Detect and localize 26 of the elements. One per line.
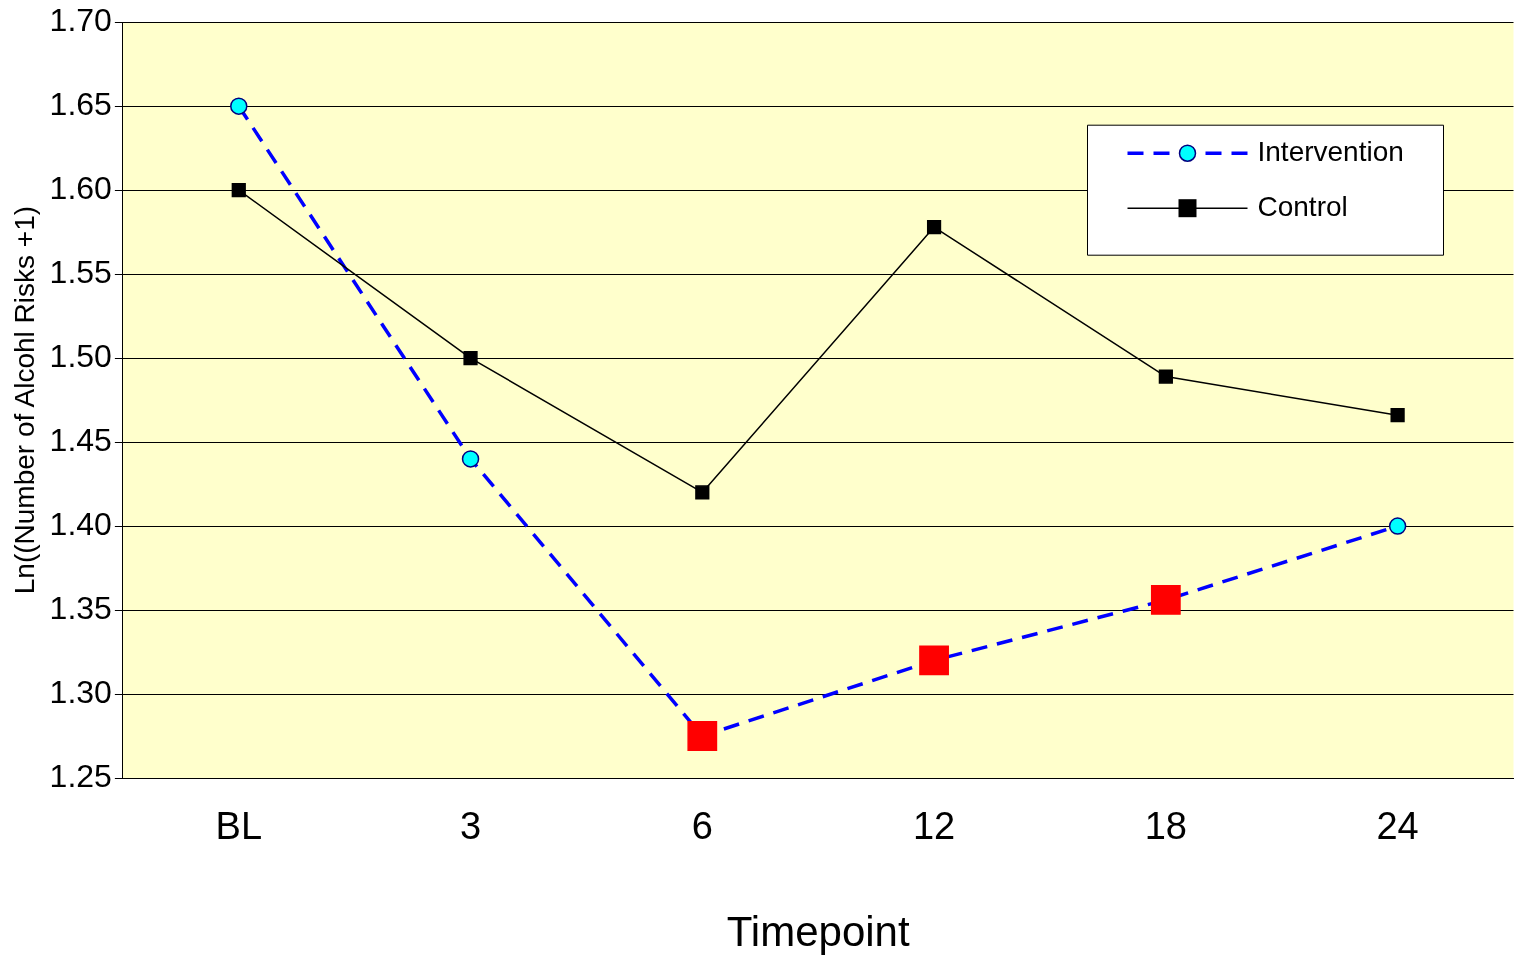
- point: [695, 485, 710, 500]
- point: [463, 351, 478, 366]
- x-tick-label: 6: [691, 805, 713, 848]
- x-tick-label: 3: [459, 805, 482, 848]
- x-tick-label: 24: [1376, 805, 1419, 848]
- legend-label: Control: [1257, 190, 1348, 222]
- y-tick-label: 1.55: [49, 253, 112, 290]
- y-tick-label: 1.65: [49, 86, 112, 123]
- x-tick-label: 12: [912, 805, 956, 848]
- point: [231, 183, 246, 198]
- legend-label: Intervention: [1257, 135, 1404, 167]
- y-tick-label: 1.35: [49, 589, 112, 626]
- point: [1390, 408, 1405, 423]
- y-tick-label: 1.25: [49, 757, 112, 794]
- x-tick-label: 18: [1144, 805, 1187, 848]
- y-tick-label: 1.60: [49, 169, 112, 206]
- y-tick-label: 1.50: [49, 337, 112, 374]
- y-axis-title: Ln((Number of Alcohl Risks +1): [8, 205, 40, 595]
- point: [926, 219, 942, 235]
- y-tick-label: 1.40: [49, 505, 112, 542]
- y-tick-label: 1.70: [49, 2, 112, 39]
- y-tick-label: 1.45: [49, 421, 112, 458]
- x-tick-label: BL: [215, 805, 263, 848]
- y-tick-label: 1.30: [49, 673, 112, 710]
- point: [1158, 369, 1173, 384]
- x-axis-title: Timepoint: [726, 908, 910, 956]
